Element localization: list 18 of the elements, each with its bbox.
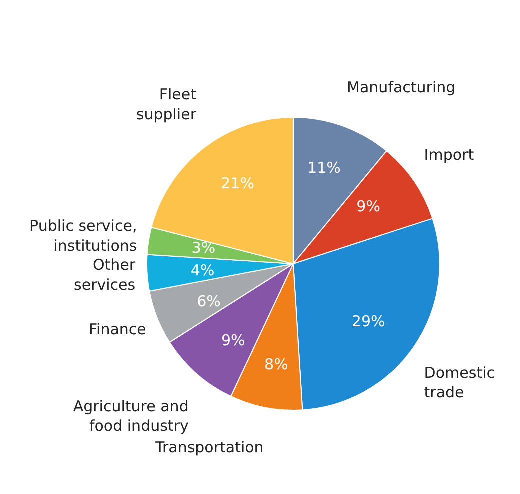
data-label: 9% — [356, 198, 380, 216]
data-label: 9% — [222, 332, 246, 350]
data-label: 29% — [352, 312, 386, 330]
slice-label: Agriculture and food industry — [73, 397, 189, 436]
slice-label: Manufacturing — [347, 78, 456, 97]
slice-label: Public service, institutions — [30, 217, 138, 256]
slice-label: Fleet supplier — [136, 86, 198, 124]
data-label: 3% — [192, 238, 216, 257]
slice-label: Other services — [74, 256, 136, 294]
data-label: 4% — [190, 261, 215, 280]
slice-label: Domestic trade — [424, 364, 495, 402]
slice-label: Transportation — [154, 438, 264, 457]
slice-label: Import — [424, 146, 474, 164]
data-label: 8% — [264, 355, 288, 374]
data-label: 11% — [308, 158, 341, 177]
data-label: 21% — [221, 174, 254, 192]
slice-label: Finance — [88, 320, 146, 338]
data-label: 6% — [197, 292, 221, 311]
